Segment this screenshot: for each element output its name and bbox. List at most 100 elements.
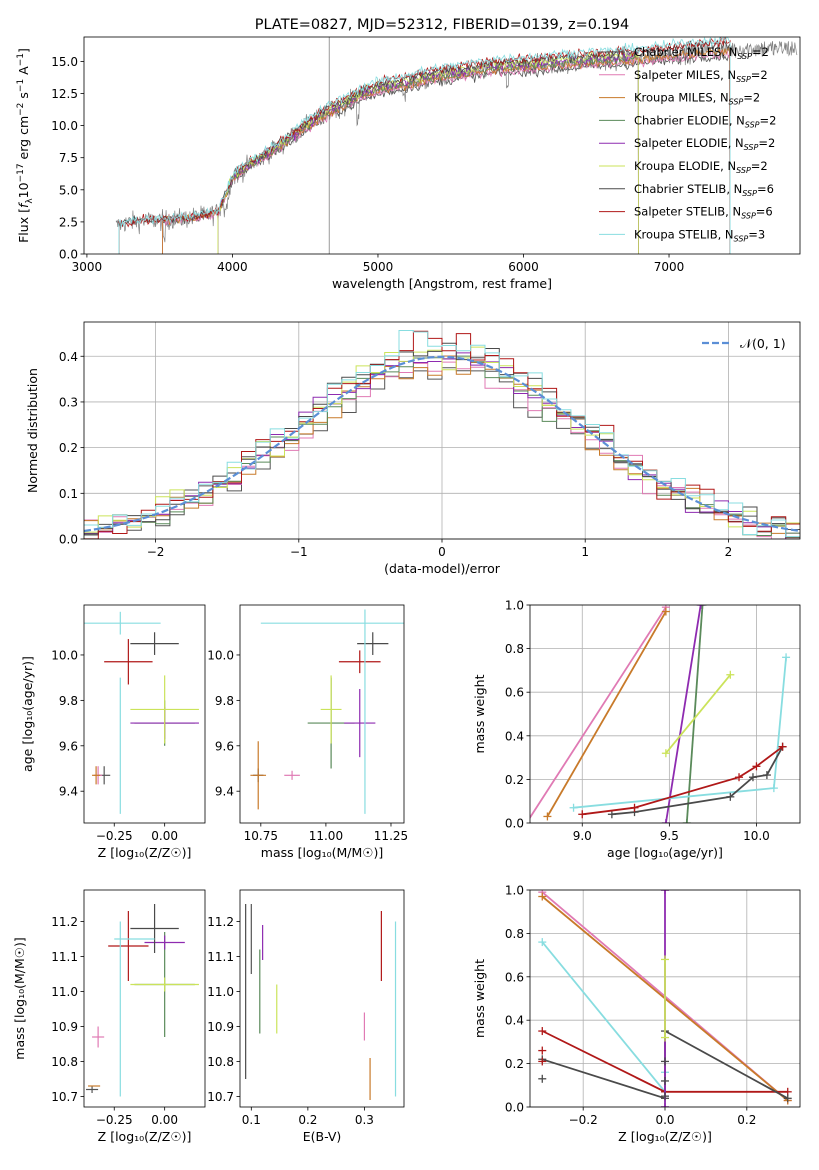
y-tick-label: 1.0 — [505, 599, 524, 613]
panel-mass-vs-Z: −0.25 0.00 10.7 10.8 10.9 11.0 11.1 11.2 Z [log₁… — [12, 889, 206, 1144]
panel-age-vs-Z: −0.25 0.00 9.4 9.6 9.8 10.0 Z [log₁₀(Z/Z☉)] age… — [20, 604, 206, 860]
y-tick-label: 0.4 — [505, 729, 524, 743]
panel-mass-vs-EBV: 0.1 0.2 0.3 10.7 10.8 10.9 11.0 11.1 11.2 E(B-V) — [207, 889, 405, 1144]
x-tick-label: 0.00 — [151, 829, 178, 843]
y-tick-label: 11.2 — [207, 915, 234, 929]
legend-label-suffix: =3 — [748, 227, 765, 241]
y-tick-label: 10.9 — [207, 1020, 234, 1034]
y-tick-label: 0.3 — [59, 395, 78, 409]
y-tick-label: 1.0 — [505, 884, 524, 898]
y-tick-label: 0.0 — [505, 1101, 524, 1115]
panel-spectrum: 3000 4000 5000 6000 7000 0.0 2.5 5.0 7.5 10.0 12.5… — [16, 17, 801, 291]
legend-label-subscript: SSP — [742, 189, 757, 198]
chart-title: PLATE=0827, MJD=52312, FIBERID=0139, z=0… — [255, 17, 629, 33]
y-axis-label: Flux [fλ10−17 erg cm−2 s−1 A−1] — [16, 48, 35, 243]
y-label-part: Flux [ — [16, 208, 31, 243]
y-tick-label: 0.0 — [59, 248, 78, 262]
y-tick-label: 10.0 — [207, 648, 234, 662]
legend-label: Salpeter MILES, NSSP=2 — [634, 68, 768, 84]
y-tick-label: 0.6 — [505, 970, 524, 984]
x-tick-label: −0.25 — [96, 1113, 133, 1127]
x-tick-label: 0.1 — [242, 1113, 261, 1127]
y-tick-label: 10.0 — [51, 648, 78, 662]
histograms — [84, 330, 800, 539]
legend-label-text: Chabrier ELODIE, N — [634, 113, 745, 127]
x-tick-label: −2 — [147, 545, 165, 559]
axes-frame — [529, 889, 801, 1108]
axes-frame — [529, 604, 801, 824]
legend-label-subscript: SSP — [736, 166, 751, 175]
legend-label-text: Salpeter ELODIE, N — [634, 136, 744, 150]
y-axis-label: mass [log₁₀(M/M☉)] — [12, 937, 27, 1059]
panel-weight-vs-Z: −0.2 0.0 0.2 0.0 0.2 0.4 0.6 0.8 1.0 Z [log₁₀(Z/Z… — [472, 884, 801, 1144]
x-tick-label: 0.0 — [655, 1113, 674, 1127]
y-axis-label: Normed distribution — [25, 368, 40, 493]
legend-label-text: Chabrier MILES, N — [634, 45, 737, 59]
y-tick-label: 7.5 — [59, 151, 78, 165]
x-tick-label: 11.25 — [374, 829, 408, 843]
y-axis-label: mass weight — [472, 959, 487, 1038]
x-tick-label: 2 — [725, 545, 733, 559]
x-tick-label: −1 — [290, 545, 308, 559]
legend-label-subscript: SSP — [737, 52, 752, 61]
y-tick-label: 0.2 — [59, 441, 78, 455]
y-tick-label: 0.4 — [505, 1014, 524, 1028]
legend-label: 𝒩(0, 1) — [740, 336, 786, 351]
weight-salpeter-miles — [530, 606, 667, 820]
legend-label-text: Salpeter STELIB, N — [634, 205, 741, 219]
y-label-part: −2 — [16, 103, 26, 116]
y-axis-label: mass weight — [472, 674, 487, 753]
y-label-part: −17 — [16, 163, 26, 182]
y-tick-label: 11.0 — [207, 985, 234, 999]
x-tick-label: 0 — [438, 545, 446, 559]
axes-frame — [239, 889, 405, 1108]
x-tick-label: 9.5 — [660, 829, 679, 843]
x-tick-label: 9.0 — [573, 829, 592, 843]
y-tick-label: 0.8 — [505, 642, 524, 656]
weight-chabrier-elodie — [685, 605, 704, 823]
legend-label: Salpeter STELIB, NSSP=6 — [634, 205, 773, 221]
y-tick-label: 0.1 — [59, 487, 78, 501]
axes-frame — [83, 889, 206, 1108]
panel-residuals: −2 −1 0 1 2 0.0 0.1 0.2 0.3 0.4 𝒩(0, 1) (data-model… — [25, 321, 801, 576]
y-tick-label: 11.1 — [51, 950, 78, 964]
hist-kroupa-stelib — [84, 330, 800, 538]
y-tick-label: 10.9 — [51, 1020, 78, 1034]
x-tick-label: 10.75 — [244, 829, 278, 843]
x-tick-label: −0.2 — [569, 1113, 598, 1127]
y-label-part: erg cm — [16, 116, 31, 164]
weight-chabrier-stelib — [611, 746, 784, 816]
x-tick-label: 3000 — [72, 260, 103, 274]
legend-label-suffix: =2 — [760, 113, 777, 127]
y-tick-label: 9.6 — [215, 739, 234, 753]
y-label-part: −1 — [16, 79, 26, 92]
y-tick-label: 0.0 — [59, 533, 78, 547]
y-tick-label: 9.6 — [59, 739, 78, 753]
hist-kroupa-elodie — [84, 346, 800, 533]
weight-lines — [530, 605, 791, 823]
y-tick-label: 12.5 — [51, 87, 78, 101]
y-tick-label: 9.8 — [215, 694, 234, 708]
y-tick-label: 10.7 — [51, 1090, 78, 1104]
legend-label-text: Chabrier STELIB, N — [634, 182, 742, 196]
y-tick-label: 10.0 — [51, 119, 78, 133]
normal-curve — [84, 355, 800, 533]
points — [84, 611, 199, 814]
x-tick-label: 4000 — [217, 260, 248, 274]
legend-label: Chabrier MILES, NSSP=2 — [634, 45, 769, 61]
x-tick-label: 10.0 — [743, 829, 770, 843]
y-tick-label: 15.0 — [51, 55, 78, 69]
x-tick-label: 0.2 — [298, 1113, 317, 1127]
points — [250, 609, 404, 814]
legend-label: Kroupa ELODIE, NSSP=2 — [634, 159, 768, 175]
axes-frame — [83, 36, 801, 255]
legend-label-text: Kroupa MILES, N — [634, 91, 729, 105]
y-tick-label: 0.0 — [505, 817, 524, 831]
y-label-part: f — [16, 202, 31, 208]
model-kroupa-elodie — [217, 50, 639, 254]
weight-lines — [538, 890, 792, 1107]
points — [245, 904, 397, 1100]
legend-label: Salpeter ELODIE, NSSP=2 — [634, 136, 775, 152]
legend-label-suffix: =2 — [758, 136, 775, 150]
y-label-part: s — [16, 92, 31, 103]
